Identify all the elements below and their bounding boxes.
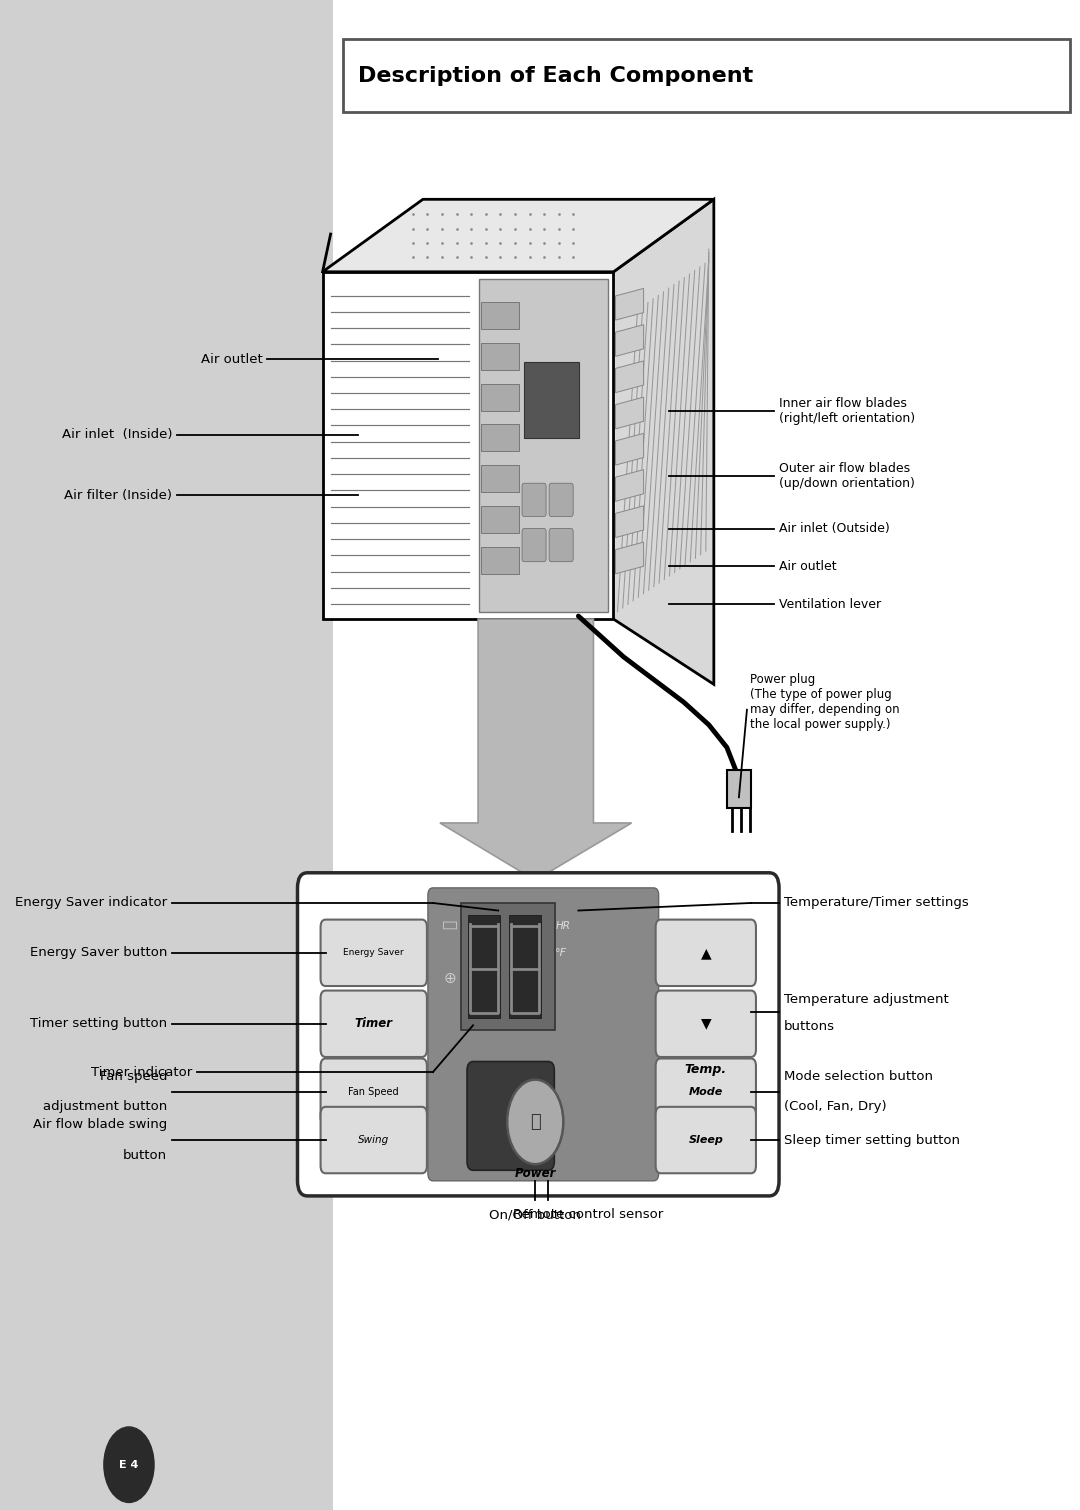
Polygon shape bbox=[481, 465, 519, 492]
FancyBboxPatch shape bbox=[522, 528, 546, 562]
Text: Air flow blade swing: Air flow blade swing bbox=[32, 1119, 167, 1131]
Text: adjustment button: adjustment button bbox=[43, 1101, 167, 1113]
Text: Mode: Mode bbox=[689, 1087, 723, 1096]
Polygon shape bbox=[616, 361, 644, 393]
Polygon shape bbox=[481, 302, 519, 329]
Text: On/Off button: On/Off button bbox=[489, 1208, 581, 1222]
FancyBboxPatch shape bbox=[549, 528, 573, 562]
Polygon shape bbox=[616, 542, 644, 574]
Polygon shape bbox=[616, 506, 644, 538]
Polygon shape bbox=[613, 199, 714, 684]
Bar bbox=[478, 279, 608, 612]
Polygon shape bbox=[323, 272, 613, 619]
Text: ⏻: ⏻ bbox=[443, 920, 458, 929]
Text: HR: HR bbox=[555, 921, 570, 932]
Polygon shape bbox=[616, 397, 644, 429]
Polygon shape bbox=[616, 288, 644, 320]
FancyBboxPatch shape bbox=[461, 903, 555, 1030]
Text: E 4: E 4 bbox=[119, 1460, 138, 1469]
Text: Air filter (Inside): Air filter (Inside) bbox=[64, 489, 172, 501]
Text: ⊕: ⊕ bbox=[444, 971, 457, 986]
Text: Fan Speed: Fan Speed bbox=[349, 1087, 399, 1096]
Text: button: button bbox=[123, 1149, 167, 1161]
FancyBboxPatch shape bbox=[321, 920, 427, 986]
Polygon shape bbox=[616, 433, 644, 465]
FancyBboxPatch shape bbox=[656, 1059, 756, 1125]
FancyBboxPatch shape bbox=[321, 1107, 427, 1173]
Text: Description of Each Component: Description of Each Component bbox=[357, 65, 753, 86]
Text: Power plug
(The type of power plug
may differ, depending on
the local power supp: Power plug (The type of power plug may d… bbox=[750, 673, 900, 731]
Text: Sleep: Sleep bbox=[688, 1136, 724, 1145]
Text: Temp.: Temp. bbox=[685, 1063, 727, 1075]
Bar bbox=[509, 915, 541, 1018]
Circle shape bbox=[104, 1427, 154, 1502]
Text: ⏻: ⏻ bbox=[530, 1113, 541, 1131]
Text: Temperature adjustment: Temperature adjustment bbox=[784, 994, 949, 1006]
Polygon shape bbox=[727, 770, 751, 808]
Text: (Cool, Fan, Dry): (Cool, Fan, Dry) bbox=[784, 1101, 887, 1113]
FancyBboxPatch shape bbox=[297, 873, 779, 1196]
Bar bbox=[468, 915, 500, 1018]
FancyBboxPatch shape bbox=[321, 1059, 427, 1125]
Polygon shape bbox=[481, 424, 519, 451]
Bar bbox=[524, 362, 579, 438]
Text: Air outlet: Air outlet bbox=[201, 353, 262, 365]
Text: Air inlet  (Inside): Air inlet (Inside) bbox=[62, 429, 172, 441]
Text: buttons: buttons bbox=[784, 1021, 835, 1033]
Text: Inner air flow blades
(right/left orientation): Inner air flow blades (right/left orient… bbox=[779, 397, 915, 424]
Text: Ventilation lever: Ventilation lever bbox=[779, 598, 881, 610]
Text: Swing: Swing bbox=[359, 1136, 390, 1145]
FancyBboxPatch shape bbox=[656, 1107, 756, 1173]
FancyBboxPatch shape bbox=[321, 991, 427, 1057]
Text: ▼: ▼ bbox=[701, 1016, 711, 1031]
Bar bbox=[333, 0, 1080, 1510]
FancyBboxPatch shape bbox=[467, 1062, 554, 1170]
Text: Energy Saver indicator: Energy Saver indicator bbox=[15, 897, 167, 909]
Polygon shape bbox=[616, 325, 644, 356]
Text: Timer: Timer bbox=[354, 1018, 393, 1030]
Text: ▲: ▲ bbox=[701, 945, 711, 960]
FancyBboxPatch shape bbox=[522, 483, 546, 516]
Polygon shape bbox=[481, 343, 519, 370]
Text: Mode selection button: Mode selection button bbox=[784, 1071, 933, 1083]
Text: Timer setting button: Timer setting button bbox=[30, 1018, 167, 1030]
Polygon shape bbox=[481, 547, 519, 574]
Text: Fan speed: Fan speed bbox=[99, 1071, 167, 1083]
FancyBboxPatch shape bbox=[549, 483, 573, 516]
Polygon shape bbox=[323, 199, 714, 272]
Circle shape bbox=[508, 1080, 564, 1164]
Text: °F: °F bbox=[555, 948, 567, 959]
Polygon shape bbox=[481, 506, 519, 533]
Bar bbox=[342, 39, 1070, 112]
Text: Remote control sensor: Remote control sensor bbox=[513, 1208, 663, 1222]
Text: Energy Saver button: Energy Saver button bbox=[30, 947, 167, 959]
Text: Sleep timer setting button: Sleep timer setting button bbox=[784, 1134, 960, 1146]
Text: Air outlet: Air outlet bbox=[779, 560, 837, 572]
Polygon shape bbox=[616, 470, 644, 501]
Text: Outer air flow blades
(up/down orientation): Outer air flow blades (up/down orientati… bbox=[779, 462, 915, 489]
Text: Timer indicator: Timer indicator bbox=[91, 1066, 192, 1078]
Polygon shape bbox=[440, 619, 632, 880]
FancyBboxPatch shape bbox=[428, 888, 659, 1181]
Text: Power: Power bbox=[514, 1167, 556, 1179]
Text: Air inlet (Outside): Air inlet (Outside) bbox=[779, 522, 890, 535]
Text: Energy Saver: Energy Saver bbox=[343, 948, 404, 957]
FancyBboxPatch shape bbox=[656, 991, 756, 1057]
Polygon shape bbox=[481, 384, 519, 411]
Text: Temperature/Timer settings: Temperature/Timer settings bbox=[784, 897, 969, 909]
FancyBboxPatch shape bbox=[656, 920, 756, 986]
